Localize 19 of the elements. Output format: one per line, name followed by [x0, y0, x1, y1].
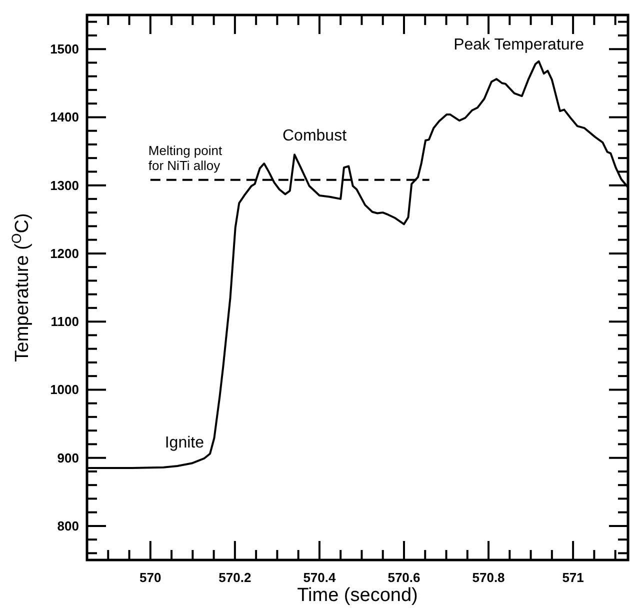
- annotation: Peak Temperature: [454, 36, 584, 54]
- y-tick-label: 1100: [50, 314, 79, 330]
- y-tick-label: 1000: [50, 382, 79, 398]
- x-tick-label: 570.4: [303, 570, 336, 585]
- annotation: Combust: [282, 128, 348, 145]
- y-tick-label: 900: [57, 450, 79, 466]
- x-tick-label: 570.2: [218, 570, 252, 585]
- y-tick-label: 1300: [50, 178, 79, 193]
- x-tick-label: 571: [562, 570, 584, 585]
- y-tick-label: 1500: [50, 42, 79, 57]
- x-tick-label: 570.8: [472, 570, 505, 585]
- y-tick-label: 800: [57, 518, 79, 534]
- x-tick-label: 570: [140, 570, 162, 585]
- annotation: Ignite: [164, 434, 204, 452]
- annotation: Melting point for NiTi alloy: [148, 142, 222, 173]
- x-axis-title: Time (second): [297, 585, 418, 606]
- x-tick-label: 570.6: [388, 570, 420, 585]
- y-tick-label: 1400: [50, 110, 79, 125]
- y-tick-label: 1200: [50, 246, 79, 261]
